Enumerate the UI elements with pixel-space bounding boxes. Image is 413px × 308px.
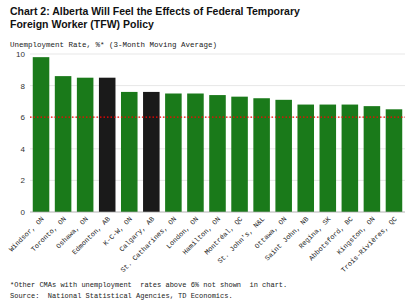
- bar: [231, 97, 248, 212]
- y-tick-label: 4: [21, 145, 26, 154]
- bars: [33, 57, 402, 212]
- y-tick-label: 6: [21, 113, 26, 122]
- bar: [253, 98, 270, 212]
- bar: [99, 78, 116, 212]
- background: [0, 0, 413, 308]
- grid-line: [30, 212, 405, 213]
- y-tick-label: 2: [21, 176, 26, 185]
- bar: [209, 95, 226, 212]
- footnote: *Other CMAs with unemployment rates abov…: [10, 281, 287, 289]
- bar: [187, 94, 204, 213]
- title: Foreign Worker (TFW) Policy: [10, 18, 154, 30]
- x-tick-label: Montréal, QC: [203, 215, 244, 256]
- grid-line: [30, 54, 405, 55]
- bar: [33, 57, 50, 212]
- bar: [143, 92, 160, 212]
- x-tick-label: Hamilton, ON: [181, 215, 222, 256]
- bar: [77, 78, 94, 212]
- x-tick-label: Trois-Rivières, QC: [340, 215, 399, 274]
- bar: [165, 94, 182, 213]
- x-tick-label: Edmonton, AB: [71, 215, 112, 256]
- grid: [30, 54, 405, 212]
- x-axis-line: [30, 212, 405, 213]
- bar: [297, 105, 314, 212]
- bar: [121, 92, 138, 212]
- x-tick-label: Kingston, ON: [335, 215, 376, 256]
- bar: [320, 105, 337, 212]
- y-tick-label: 0: [21, 208, 26, 217]
- y-tick-label: 10: [16, 50, 25, 59]
- threshold-line: [30, 117, 405, 118]
- chart: Chart 2: Alberta Will Feel the Effects o…: [0, 0, 413, 308]
- bar: [386, 109, 403, 212]
- title: Chart 2: Alberta Will Feel the Effects o…: [10, 5, 300, 17]
- y-tick-label: 8: [21, 82, 26, 91]
- footnote: Source: National Statistical Agencies, T…: [10, 292, 233, 300]
- y-axis-label: Unemployment Rate, %* (3-Month Moving Av…: [10, 41, 217, 49]
- bar: [364, 106, 381, 212]
- bar: [55, 76, 72, 212]
- bar: [342, 105, 359, 212]
